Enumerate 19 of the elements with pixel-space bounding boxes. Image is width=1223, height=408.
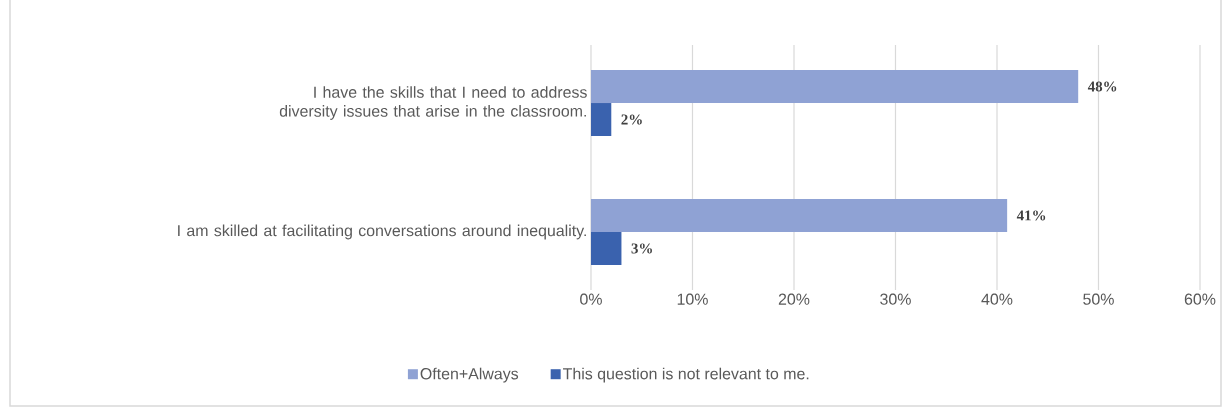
y-tick-label: I am skilled at facilitating conversations around inequality.	[178, 224, 586, 240]
bar	[590, 198, 1008, 232]
x-tick-label: 10%	[677, 293, 708, 305]
bar	[590, 103, 612, 137]
bar	[590, 70, 1079, 104]
x-tick-label: 50%	[1083, 293, 1114, 305]
x-tick-label: 20%	[778, 293, 810, 305]
legend-label: This question is not relevant to me.	[563, 367, 809, 383]
data-label: 2%	[621, 114, 642, 125]
data-label: 41%	[1016, 210, 1046, 221]
x-tick-label: 60%	[1184, 293, 1216, 305]
bar	[590, 231, 622, 265]
x-tick-label: 30%	[880, 293, 911, 305]
x-tick-label: 40%	[981, 293, 1013, 305]
y-tick-label: I have the skills that I need to address diversity issues that arise in the classroom.	[279, 86, 587, 120]
data-label: 48%	[1087, 81, 1117, 92]
x-tick-label: 0%	[580, 293, 602, 305]
data-label: 3%	[631, 243, 652, 254]
legend-label: Often+Always	[420, 367, 519, 383]
